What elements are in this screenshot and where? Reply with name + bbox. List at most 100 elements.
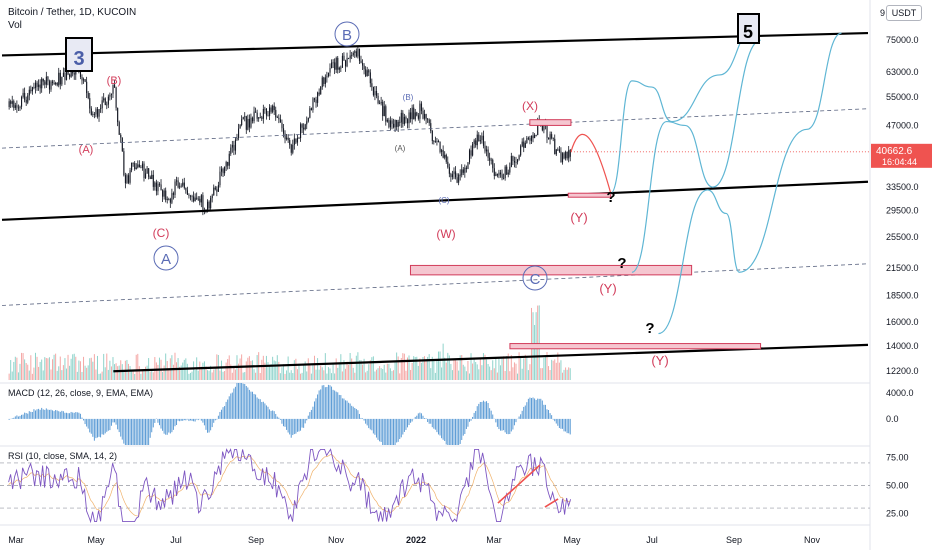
macd-bar — [317, 394, 319, 419]
wave-a-circle — [153, 245, 179, 271]
candle-body — [146, 168, 148, 174]
volume-bar — [501, 358, 503, 380]
price-tick: 63000.0 — [886, 67, 919, 77]
volume-bar — [568, 367, 570, 380]
candle-body — [366, 70, 368, 77]
candle-body — [506, 166, 508, 175]
macd-bar — [372, 418, 374, 434]
volume-bar — [465, 371, 467, 380]
volume-bar — [103, 353, 105, 380]
candle-body — [293, 138, 295, 145]
candle-body — [315, 99, 317, 103]
macd-bar — [507, 418, 509, 435]
candle-body — [230, 147, 232, 154]
macd-bar — [465, 418, 467, 430]
macd-bar — [374, 418, 376, 435]
candle-body — [276, 117, 278, 119]
macd-bar — [380, 418, 382, 442]
volume-bar — [98, 373, 100, 380]
wave-5-box — [737, 13, 760, 44]
macd-bar — [411, 418, 413, 422]
macd-bar — [389, 418, 391, 445]
candle-body — [365, 69, 367, 77]
volume-bar — [323, 370, 325, 380]
volume-bar — [256, 355, 258, 380]
volume-bar — [441, 367, 443, 380]
macd-bar — [456, 418, 458, 445]
volume-bar — [264, 362, 266, 380]
candle-body — [110, 93, 113, 95]
volume-bar — [64, 358, 66, 380]
macd-bar — [70, 411, 72, 419]
wave-3-label: 3 — [73, 48, 84, 70]
macd-bar — [549, 413, 551, 419]
volume-bar — [379, 366, 381, 380]
volume-bar — [434, 372, 436, 380]
currency-badge[interactable]: USDT — [886, 5, 922, 21]
volume-bar — [420, 362, 422, 380]
candle-body — [106, 104, 108, 106]
candle-body — [456, 177, 458, 183]
candle-body — [39, 84, 41, 89]
volume-bar — [301, 372, 303, 380]
volume-bar — [180, 365, 182, 380]
time-tick: Jul — [646, 535, 658, 545]
volume-bar — [349, 352, 351, 380]
macd-bar — [403, 418, 405, 432]
volume-bar — [149, 371, 151, 380]
macd-bar — [400, 418, 402, 438]
macd-bar — [555, 418, 557, 424]
volume-bar — [521, 368, 523, 380]
volume-bar — [464, 366, 466, 380]
macd-bar — [554, 418, 556, 422]
volume-bar — [490, 370, 492, 380]
volume-bar — [67, 354, 69, 380]
candle-body — [507, 172, 509, 175]
macd-bar — [459, 418, 461, 444]
volume-bar — [437, 351, 439, 380]
macd-bar — [320, 389, 322, 419]
volume-bar — [171, 355, 173, 380]
candle-body — [114, 84, 116, 88]
volume-bar — [28, 370, 30, 380]
macd-bar — [196, 418, 198, 420]
macd-bar — [307, 415, 309, 419]
macd-bar — [383, 418, 385, 445]
candle-body — [527, 137, 529, 139]
macd-bar — [430, 418, 432, 424]
volume-bar — [520, 356, 522, 380]
candle-body — [165, 190, 167, 200]
candle-body — [462, 169, 464, 173]
time-tick: May — [563, 535, 581, 545]
macd-bar — [95, 418, 97, 439]
volume-bar — [79, 361, 81, 380]
candle-body — [248, 118, 250, 128]
volume-bar — [104, 367, 106, 380]
rsi-line — [8, 448, 572, 524]
time-tick: Nov — [328, 535, 345, 545]
volume-bar — [450, 364, 452, 380]
volume-bar — [357, 352, 359, 380]
volume-bar — [433, 360, 435, 380]
volume-bar — [172, 364, 174, 380]
volume-bar — [374, 371, 376, 380]
volume-bar — [513, 362, 515, 380]
macd-bar — [300, 418, 302, 431]
macd-bar — [230, 393, 232, 419]
macd-bar — [433, 418, 435, 429]
candle-body — [224, 166, 226, 174]
macd-bar — [523, 406, 525, 419]
candle-body — [300, 124, 302, 139]
volume-bar — [489, 366, 491, 380]
candle-body — [499, 172, 502, 175]
volume-bar — [417, 365, 419, 380]
candle-body — [503, 178, 505, 179]
macd-bar — [64, 412, 66, 419]
candle-body — [431, 130, 433, 142]
macd-bar — [462, 418, 464, 436]
candle-body — [138, 164, 140, 168]
sub-c-red-label: (C) — [153, 226, 170, 240]
volume-bar — [22, 353, 24, 380]
macd-bar — [151, 418, 153, 433]
